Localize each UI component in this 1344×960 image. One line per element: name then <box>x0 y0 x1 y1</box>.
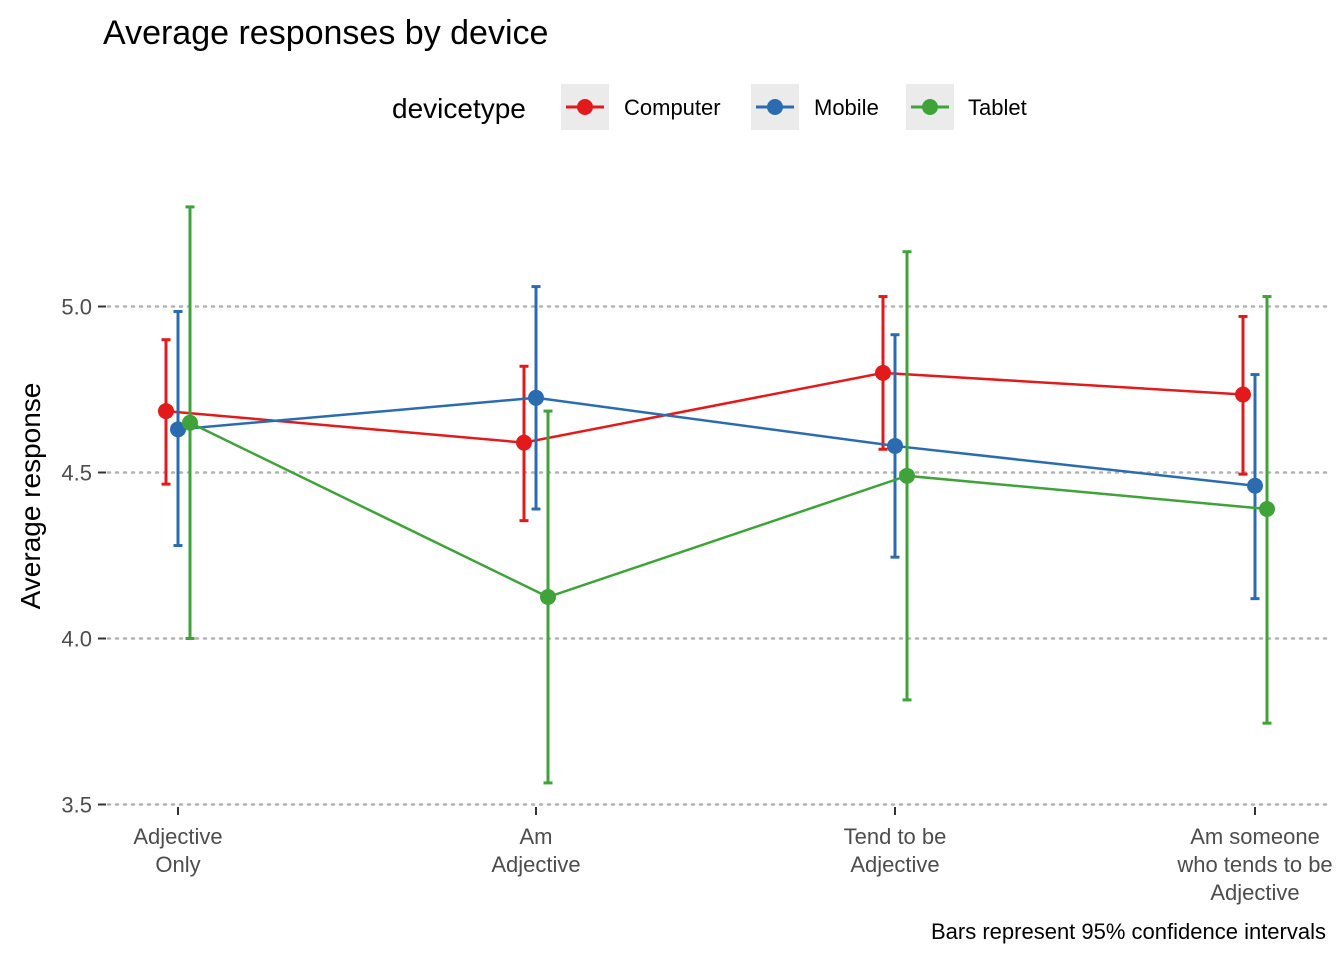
data-point <box>1247 477 1263 494</box>
legend-item-mobile: Mobile <box>751 84 879 130</box>
legend-label: Tablet <box>968 95 1027 120</box>
y-tick-label: 4.5 <box>61 461 92 486</box>
x-axis: Adjective Only Am Adjective Tend to be Adject… <box>133 807 1333 905</box>
data-point <box>158 403 174 420</box>
legend-item-tablet: Tablet <box>906 84 1027 130</box>
x-tick-label: Am Adjective <box>491 824 580 877</box>
data-point <box>1259 501 1275 518</box>
series-line <box>177 396 1256 488</box>
data-point <box>182 414 198 431</box>
x-tick-label: Tend to be Adjective <box>844 824 947 877</box>
y-axis: 3.5 4.0 4.5 5.0 <box>61 295 106 818</box>
gridlines <box>106 305 1328 806</box>
series-tablet <box>182 205 1275 785</box>
legend-item-computer: Computer <box>561 84 721 130</box>
series-line <box>165 371 1244 444</box>
data-point <box>899 467 915 484</box>
chart-caption: Bars represent 95% confidence intervals <box>931 919 1326 944</box>
legend-key-point <box>767 99 783 115</box>
y-tick-label: 4.0 <box>61 627 92 652</box>
legend-key-point <box>922 99 938 115</box>
chart-title: Average responses by device <box>103 14 548 52</box>
legend-key-point <box>577 99 593 115</box>
y-tick-label: 5.0 <box>61 295 92 320</box>
legend: devicetype Computer Mobile Tablet <box>392 84 1027 130</box>
plot-area <box>158 205 1275 785</box>
x-tick-label: Am someone who tends to be Adjective <box>1176 824 1332 905</box>
legend-label: Mobile <box>814 95 879 120</box>
x-tick-label: Adjective Only <box>133 824 222 877</box>
data-point <box>887 437 903 454</box>
data-point <box>516 434 532 451</box>
data-point <box>170 421 186 438</box>
data-point <box>540 589 556 605</box>
data-point <box>1235 386 1251 403</box>
y-axis-label: Average response <box>15 383 46 610</box>
y-tick-label: 3.5 <box>61 793 92 818</box>
legend-label: Computer <box>624 95 721 120</box>
data-point <box>528 389 544 406</box>
series-computer <box>158 295 1251 523</box>
series-mobile <box>170 285 1263 601</box>
data-point <box>875 364 891 381</box>
legend-title: devicetype <box>392 93 526 124</box>
series-line <box>189 421 1268 599</box>
